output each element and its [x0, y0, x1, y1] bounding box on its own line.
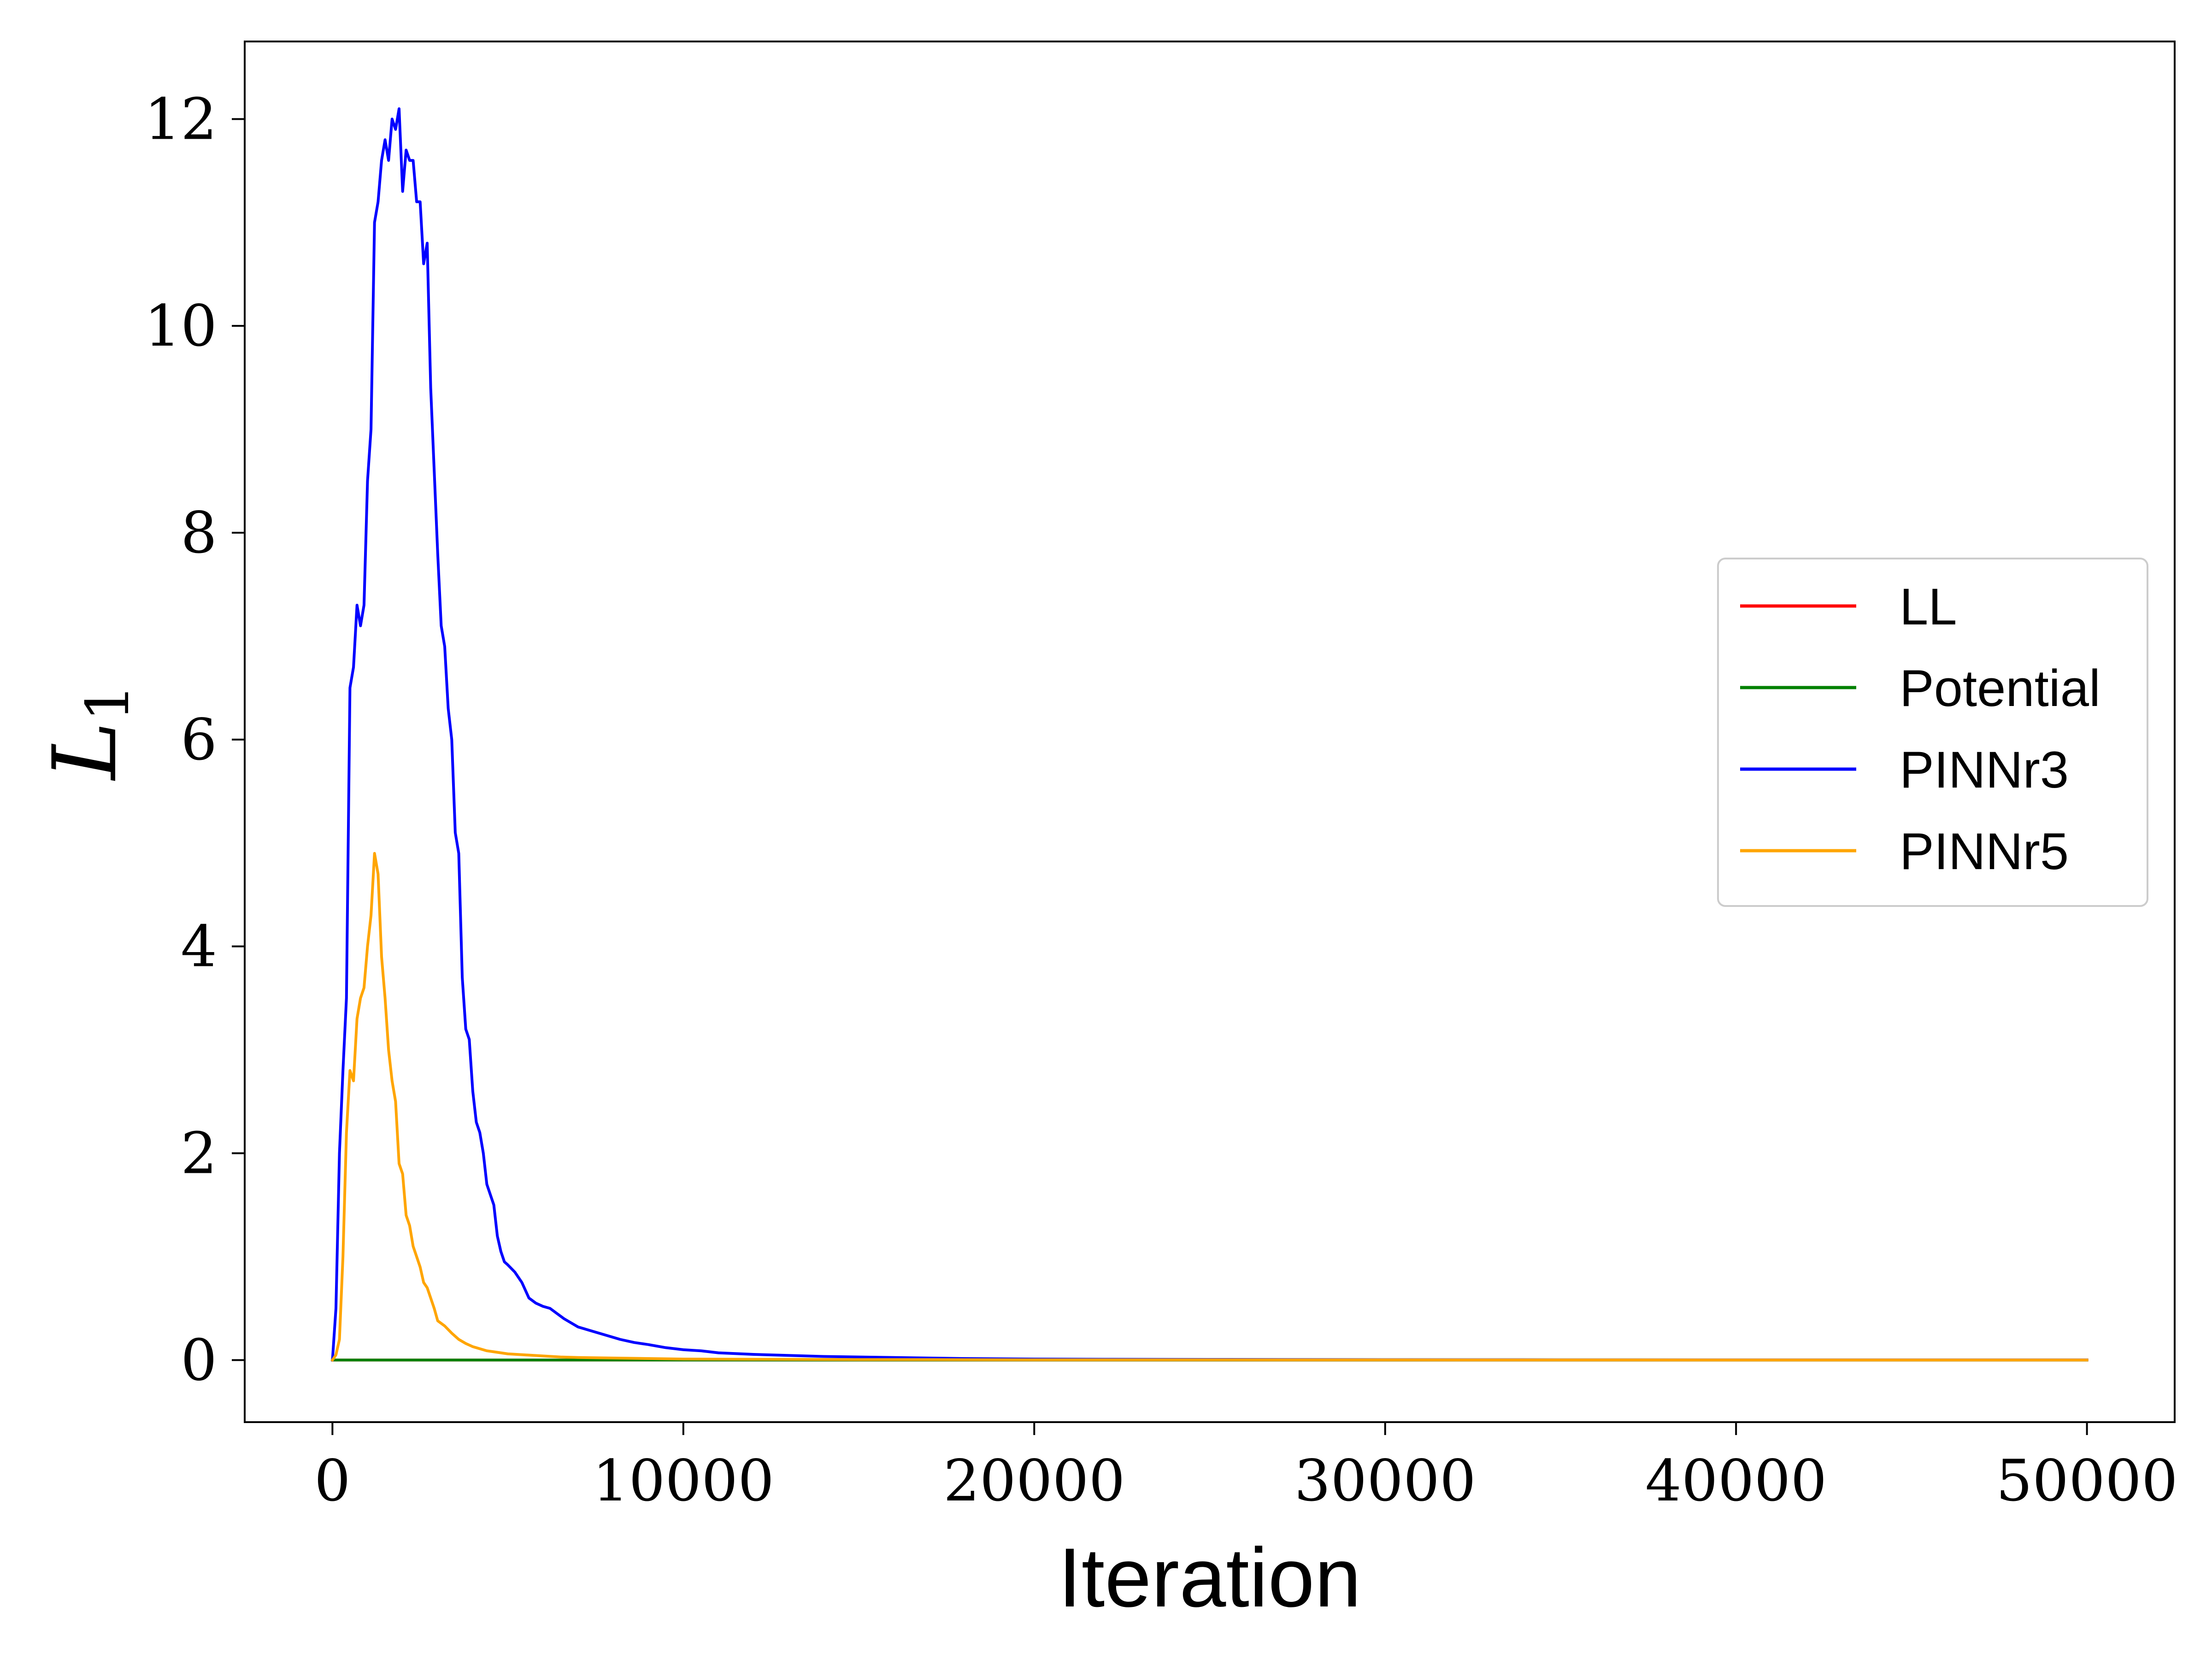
y-tick-label: 2 [181, 1121, 217, 1187]
y-tick-label: 8 [181, 500, 217, 566]
x-tick-label: 40000 [1645, 1448, 1827, 1514]
x-tick-label: 0 [314, 1448, 351, 1514]
legend: LL Potential PINNr3 PINNr5 [1717, 558, 2148, 907]
plot-frame [244, 41, 2176, 1423]
series-line-pinnr5 [330, 852, 2088, 1362]
y-tick-label: 4 [181, 914, 217, 980]
x-tick-label: 50000 [1996, 1448, 2177, 1514]
legend-label: PINNr5 [1900, 823, 2069, 880]
legend-label: Potential [1900, 659, 2100, 717]
legend-label: PINNr3 [1900, 741, 2069, 799]
y-tick-label: 10 [144, 293, 217, 359]
legend-label: LL [1900, 578, 1957, 635]
y-axis-title-subscript: 1 [74, 684, 142, 721]
series-line-pinnr3 [331, 107, 2088, 1362]
x-tick-label: 10000 [593, 1448, 774, 1514]
x-tick-label: 20000 [943, 1448, 1125, 1514]
y-tick-label: 12 [144, 86, 217, 153]
y-axis: 0 2 4 6 8 10 12 [144, 86, 245, 1394]
x-tick-label: 30000 [1294, 1448, 1476, 1514]
x-axis: 0 10000 20000 30000 40000 50000 [314, 1422, 2178, 1514]
y-axis-title: L1 [34, 684, 142, 781]
series-layer [330, 107, 2088, 1362]
y-tick-label: 6 [181, 707, 217, 773]
y-tick-label: 0 [181, 1327, 217, 1394]
y-axis-title-main: L [34, 722, 136, 781]
x-axis-title: Iteration [1058, 1530, 1361, 1624]
legend-box [1717, 558, 2148, 907]
